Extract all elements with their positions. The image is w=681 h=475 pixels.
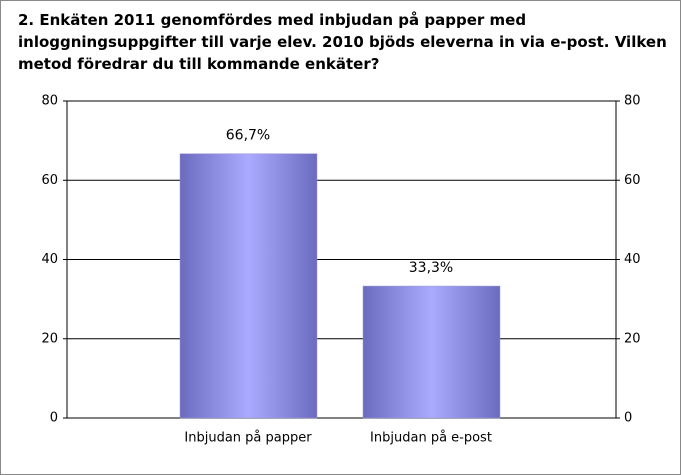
x-tick-label: Inbjudan på papper <box>184 431 312 446</box>
bar <box>362 285 501 419</box>
bar <box>179 153 318 419</box>
y-tick-label: 80 <box>41 94 58 109</box>
value-label: 66,7% <box>226 128 270 144</box>
y-tick-label: 20 <box>41 331 58 346</box>
y2-tick-label: 20 <box>624 331 641 346</box>
y2-tick-label: 80 <box>624 94 641 109</box>
y-tick-label: 60 <box>41 173 58 188</box>
value-label: 33,3% <box>409 260 453 276</box>
y2-tick-label: 40 <box>624 252 641 267</box>
y2-tick-label: 0 <box>624 411 632 426</box>
y-tick-label: 0 <box>50 411 58 426</box>
y2-tick-label: 60 <box>624 173 641 188</box>
y-tick-label: 40 <box>41 252 58 267</box>
x-tick-label: Inbjudan på e-post <box>370 431 492 446</box>
chart-title: 2. Enkäten 2011 genomfördes med inbjudan… <box>18 11 667 73</box>
